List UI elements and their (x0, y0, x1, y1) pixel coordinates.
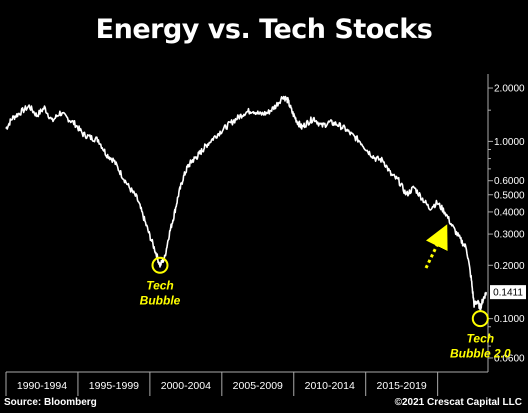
x-category-label: 2005-2009 (233, 380, 283, 392)
copyright-note: ©2021 Crescat Capital LLC (394, 397, 522, 408)
y-tick-label: 1.0000 (494, 137, 525, 148)
annotation-label: Bubble (140, 293, 181, 307)
last-value-label: 0.1411 (493, 288, 523, 299)
annotation-circle (151, 256, 169, 274)
y-axis: 2.0000 1.0000 0.6000 0.5000 0.4000 0.3000 0.20… (488, 84, 525, 364)
annotation-label: Bubble 2.0 (450, 347, 511, 361)
chart-title: Energy vs. Tech Stocks (95, 14, 433, 45)
y-tick-label: 0.1000 (494, 314, 525, 325)
upward-arrow (424, 224, 448, 269)
x-category-label: 2000-2004 (161, 380, 211, 392)
series-line (5, 95, 488, 312)
x-category-label: 2010-2014 (305, 380, 355, 392)
plot-frame (5, 74, 489, 396)
y-tick-label: 0.3000 (494, 230, 525, 241)
y-tick-label: 2.0000 (494, 84, 525, 95)
source-note: Source: Bloomberg (4, 397, 97, 408)
x-category-label: 1995-1999 (89, 380, 139, 392)
y-tick-label: 0.2000 (494, 261, 525, 272)
x-category-label: 1990-1994 (17, 380, 67, 392)
annotation-label: Tech (467, 332, 495, 346)
y-tick-label: 0.4000 (494, 207, 525, 218)
y-tick-label: 0.6000 (494, 176, 525, 187)
y-tick-label: 0.5000 (494, 190, 525, 201)
x-axis: 1990-1994 1995-1999 2000-2004 2005-2009 2010… (17, 372, 439, 396)
y-tick-label: 0.0600 (494, 353, 525, 364)
annotation-label: Tech (146, 278, 174, 292)
series-group: 0.1411 (5, 95, 526, 312)
last-value-box (490, 285, 526, 300)
annotation-circle (471, 310, 489, 328)
x-category-label: 2015-2019 (377, 380, 427, 392)
